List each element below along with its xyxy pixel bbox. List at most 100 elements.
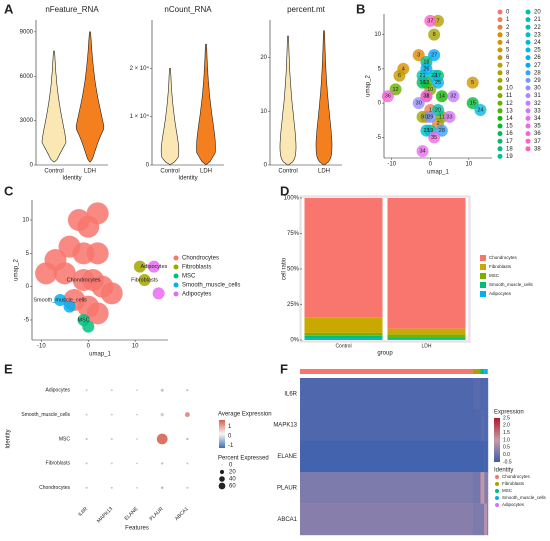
x-axis-label: Features (125, 526, 149, 532)
cluster-label: 5 (471, 80, 474, 86)
cell-cloud (147, 260, 160, 273)
cluster-label: 0 (425, 114, 428, 120)
cluster-label: 4 (402, 66, 405, 72)
y-axis-label: umap_2 (14, 258, 20, 280)
cluster-label: 32 (450, 94, 456, 100)
y-tick-label: -5 (24, 318, 30, 324)
dot (160, 486, 164, 490)
cluster (412, 49, 425, 62)
legend-label: 34 (534, 116, 541, 122)
dot (186, 389, 189, 392)
heat-cell (484, 503, 488, 536)
cell-cloud (86, 202, 109, 225)
heat-cell (484, 378, 488, 410)
legend-label: 18 (506, 146, 513, 152)
cluster (432, 76, 444, 89)
legend-swatch (497, 39, 503, 45)
legend-label: 7 (506, 63, 510, 69)
panel-letter: D (280, 183, 289, 198)
legend-swatch (480, 264, 486, 270)
dot (136, 486, 138, 489)
dot (110, 486, 113, 489)
heat-cell (480, 472, 485, 504)
heat-cell (472, 378, 481, 410)
size-key (218, 482, 226, 490)
legend-label: Chondrocytes (489, 255, 518, 260)
legend-label: 0 (506, 10, 510, 16)
dot (85, 413, 88, 416)
x-axis-label: Identity (62, 176, 81, 182)
legend-label: 37 (534, 139, 541, 145)
cluster (435, 124, 448, 137)
legend-label: Fibroblasts (489, 264, 512, 269)
cluster-label: 7 (436, 18, 439, 24)
colorbar (219, 420, 225, 448)
bar-segment (304, 332, 383, 336)
cluster-label: 37 (427, 18, 433, 24)
cluster-label: 22 (431, 73, 437, 79)
legend-label: 32 (534, 101, 541, 107)
y-tick-label: 10 (22, 218, 29, 224)
panel-letter: F (280, 361, 288, 376)
cluster-label: 1 (429, 107, 432, 113)
x-tick-label: LDH (318, 169, 330, 175)
cluster-label: 28 (439, 128, 445, 134)
legend-swatch (480, 273, 486, 279)
dot (160, 412, 164, 417)
cell-cloud (53, 262, 76, 285)
cluster-label: 11 (439, 114, 445, 120)
cell-type-label: MSC (77, 317, 89, 323)
cluster-label: 19 (427, 128, 433, 134)
legend-label: 28 (534, 70, 541, 76)
cluster (389, 83, 402, 96)
cluster (412, 97, 425, 110)
heat-cell (480, 503, 485, 536)
y-tick-label: 0% (290, 338, 299, 344)
x-tick-label: Control (160, 169, 179, 175)
cluster (432, 104, 444, 116)
bar-segment (387, 334, 466, 338)
y-tick-label: 1 × 10⁴ (130, 113, 150, 120)
dot (184, 412, 190, 418)
legend-swatch (525, 62, 531, 68)
y-tick-label: 75% (287, 231, 300, 237)
legend-swatch (497, 100, 503, 106)
subplot-title: percent.mt (287, 5, 326, 14)
colorbar (494, 418, 500, 462)
cluster-label: 16 (420, 80, 426, 86)
dot (85, 462, 88, 465)
cluster-label: 15 (470, 101, 476, 107)
size-key (221, 464, 223, 466)
y-tick-label: 50% (287, 267, 300, 273)
x-tick-label: ABCA1 (174, 506, 190, 522)
heat-cell (480, 378, 485, 410)
cluster (428, 28, 441, 41)
legend-label: 5 (506, 48, 510, 54)
y-tick-label: Smooth_muscle_cells (21, 412, 70, 418)
x-tick-label: LDH (200, 169, 212, 175)
y-tick-label: -5 (376, 135, 382, 141)
cluster (420, 62, 433, 75)
legend-swatch (525, 9, 531, 15)
cluster (447, 90, 460, 103)
legend-label: Adipocytes (502, 502, 525, 507)
x-tick-label: -10 (37, 344, 46, 350)
heat-cell (300, 472, 474, 504)
size-label: 20 (229, 470, 236, 476)
dot (186, 437, 189, 441)
cluster-label: 35 (431, 135, 437, 141)
heat-cell (487, 472, 489, 504)
legend-swatch (525, 24, 531, 30)
cluster (424, 110, 437, 123)
violin (160, 68, 180, 165)
legend-label: 31 (534, 93, 541, 99)
cell-cloud (86, 242, 109, 265)
cluster-label: 36 (385, 94, 391, 100)
cell-cloud (133, 260, 146, 273)
legend-swatch (525, 146, 531, 152)
gene-label: ABCA1 (277, 517, 297, 523)
bar-segment (387, 328, 466, 335)
y-tick-label: 100% (284, 196, 300, 202)
subplot-title: nFeature_RNA (45, 5, 99, 14)
